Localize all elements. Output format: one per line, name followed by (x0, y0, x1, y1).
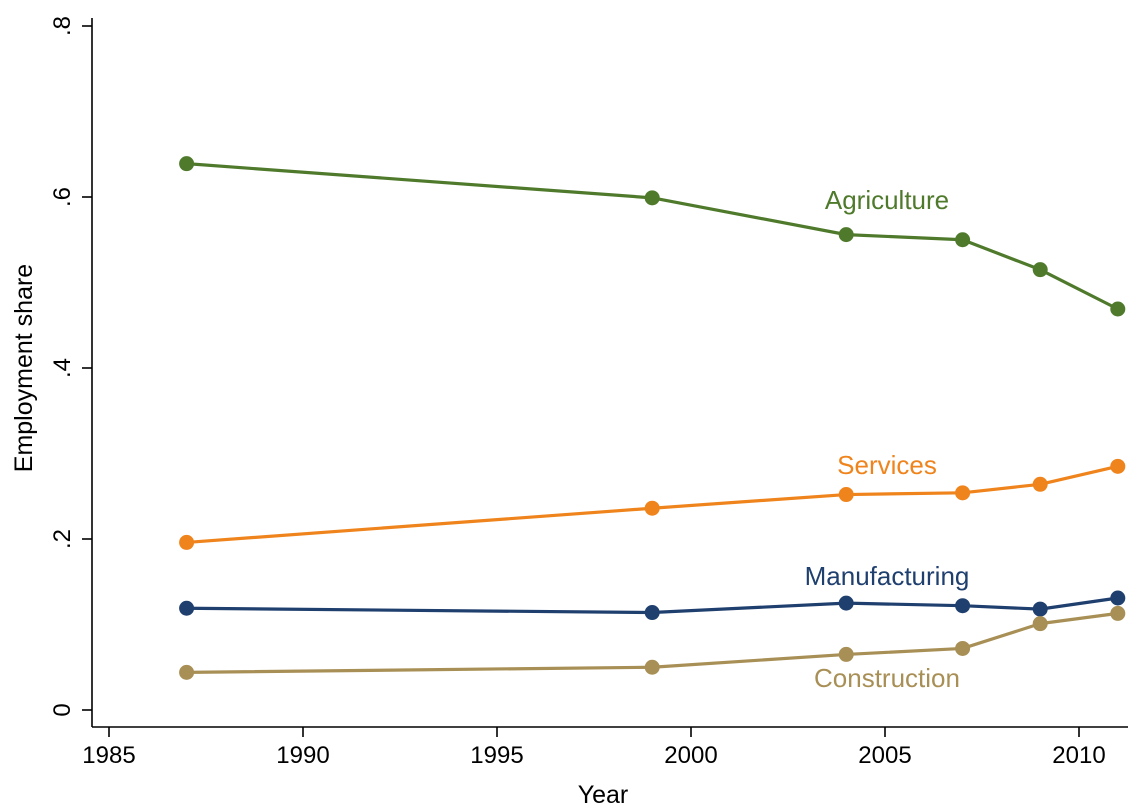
series-line-construction (186, 611, 1119, 674)
y-tick-label: 0 (49, 703, 76, 716)
series-manufacturing (179, 590, 1126, 621)
data-point-agriculture (644, 190, 660, 206)
x-axis-title: Year (578, 781, 629, 809)
data-point-construction (644, 659, 660, 675)
data-point-manufacturing (644, 605, 660, 621)
data-point-services (179, 534, 195, 550)
data-point-agriculture (838, 227, 854, 243)
axes (91, 18, 1128, 728)
x-tick-label: 2005 (858, 742, 911, 769)
data-point-manufacturing (1110, 590, 1126, 606)
x-tick-label: 1995 (470, 742, 523, 769)
series-label-construction: Construction (814, 663, 960, 693)
y-tick-label: .6 (49, 187, 76, 207)
series-layer (179, 156, 1126, 680)
series-label-services: Services (837, 450, 937, 480)
data-point-manufacturing (1032, 601, 1048, 617)
data-point-services (955, 485, 971, 501)
data-point-agriculture (1032, 262, 1048, 278)
y-tick-label: .2 (49, 529, 76, 549)
series-label-manufacturing: Manufacturing (805, 561, 970, 591)
x-tick-label: 1985 (82, 742, 135, 769)
data-point-construction (838, 646, 854, 662)
y-tick-label: .8 (49, 16, 76, 36)
y-ticks: 0 .2 .4 .6 .8 (49, 16, 92, 717)
data-point-services (1110, 458, 1126, 474)
data-point-agriculture (1110, 301, 1126, 317)
y-tick-label: .4 (49, 358, 76, 378)
data-point-construction (1032, 616, 1048, 632)
data-point-agriculture (955, 232, 971, 248)
series-labels: Agriculture Services Manufacturing Construc… (805, 185, 970, 693)
data-point-manufacturing (955, 598, 971, 614)
x-tick-label: 2000 (664, 742, 717, 769)
series-label-agriculture: Agriculture (825, 185, 949, 215)
y-axis-title: Employment share (10, 264, 38, 472)
data-point-services (1032, 476, 1048, 492)
data-point-manufacturing (179, 600, 195, 616)
data-point-construction (1110, 605, 1126, 621)
data-point-services (838, 487, 854, 503)
data-point-services (644, 500, 660, 516)
series-services (179, 458, 1126, 550)
series-line-services (186, 464, 1119, 545)
series-line-agriculture (186, 162, 1119, 311)
data-point-manufacturing (838, 595, 854, 611)
series-construction (179, 605, 1126, 680)
x-ticks: 1985 1990 1995 2000 2005 2010 (82, 727, 1106, 769)
series-line-manufacturing (186, 596, 1119, 615)
data-point-construction (955, 640, 971, 656)
x-tick-label: 2010 (1052, 742, 1105, 769)
data-point-agriculture (179, 156, 195, 172)
data-point-construction (179, 664, 195, 680)
series-agriculture (179, 156, 1126, 317)
x-tick-label: 1990 (276, 742, 329, 769)
